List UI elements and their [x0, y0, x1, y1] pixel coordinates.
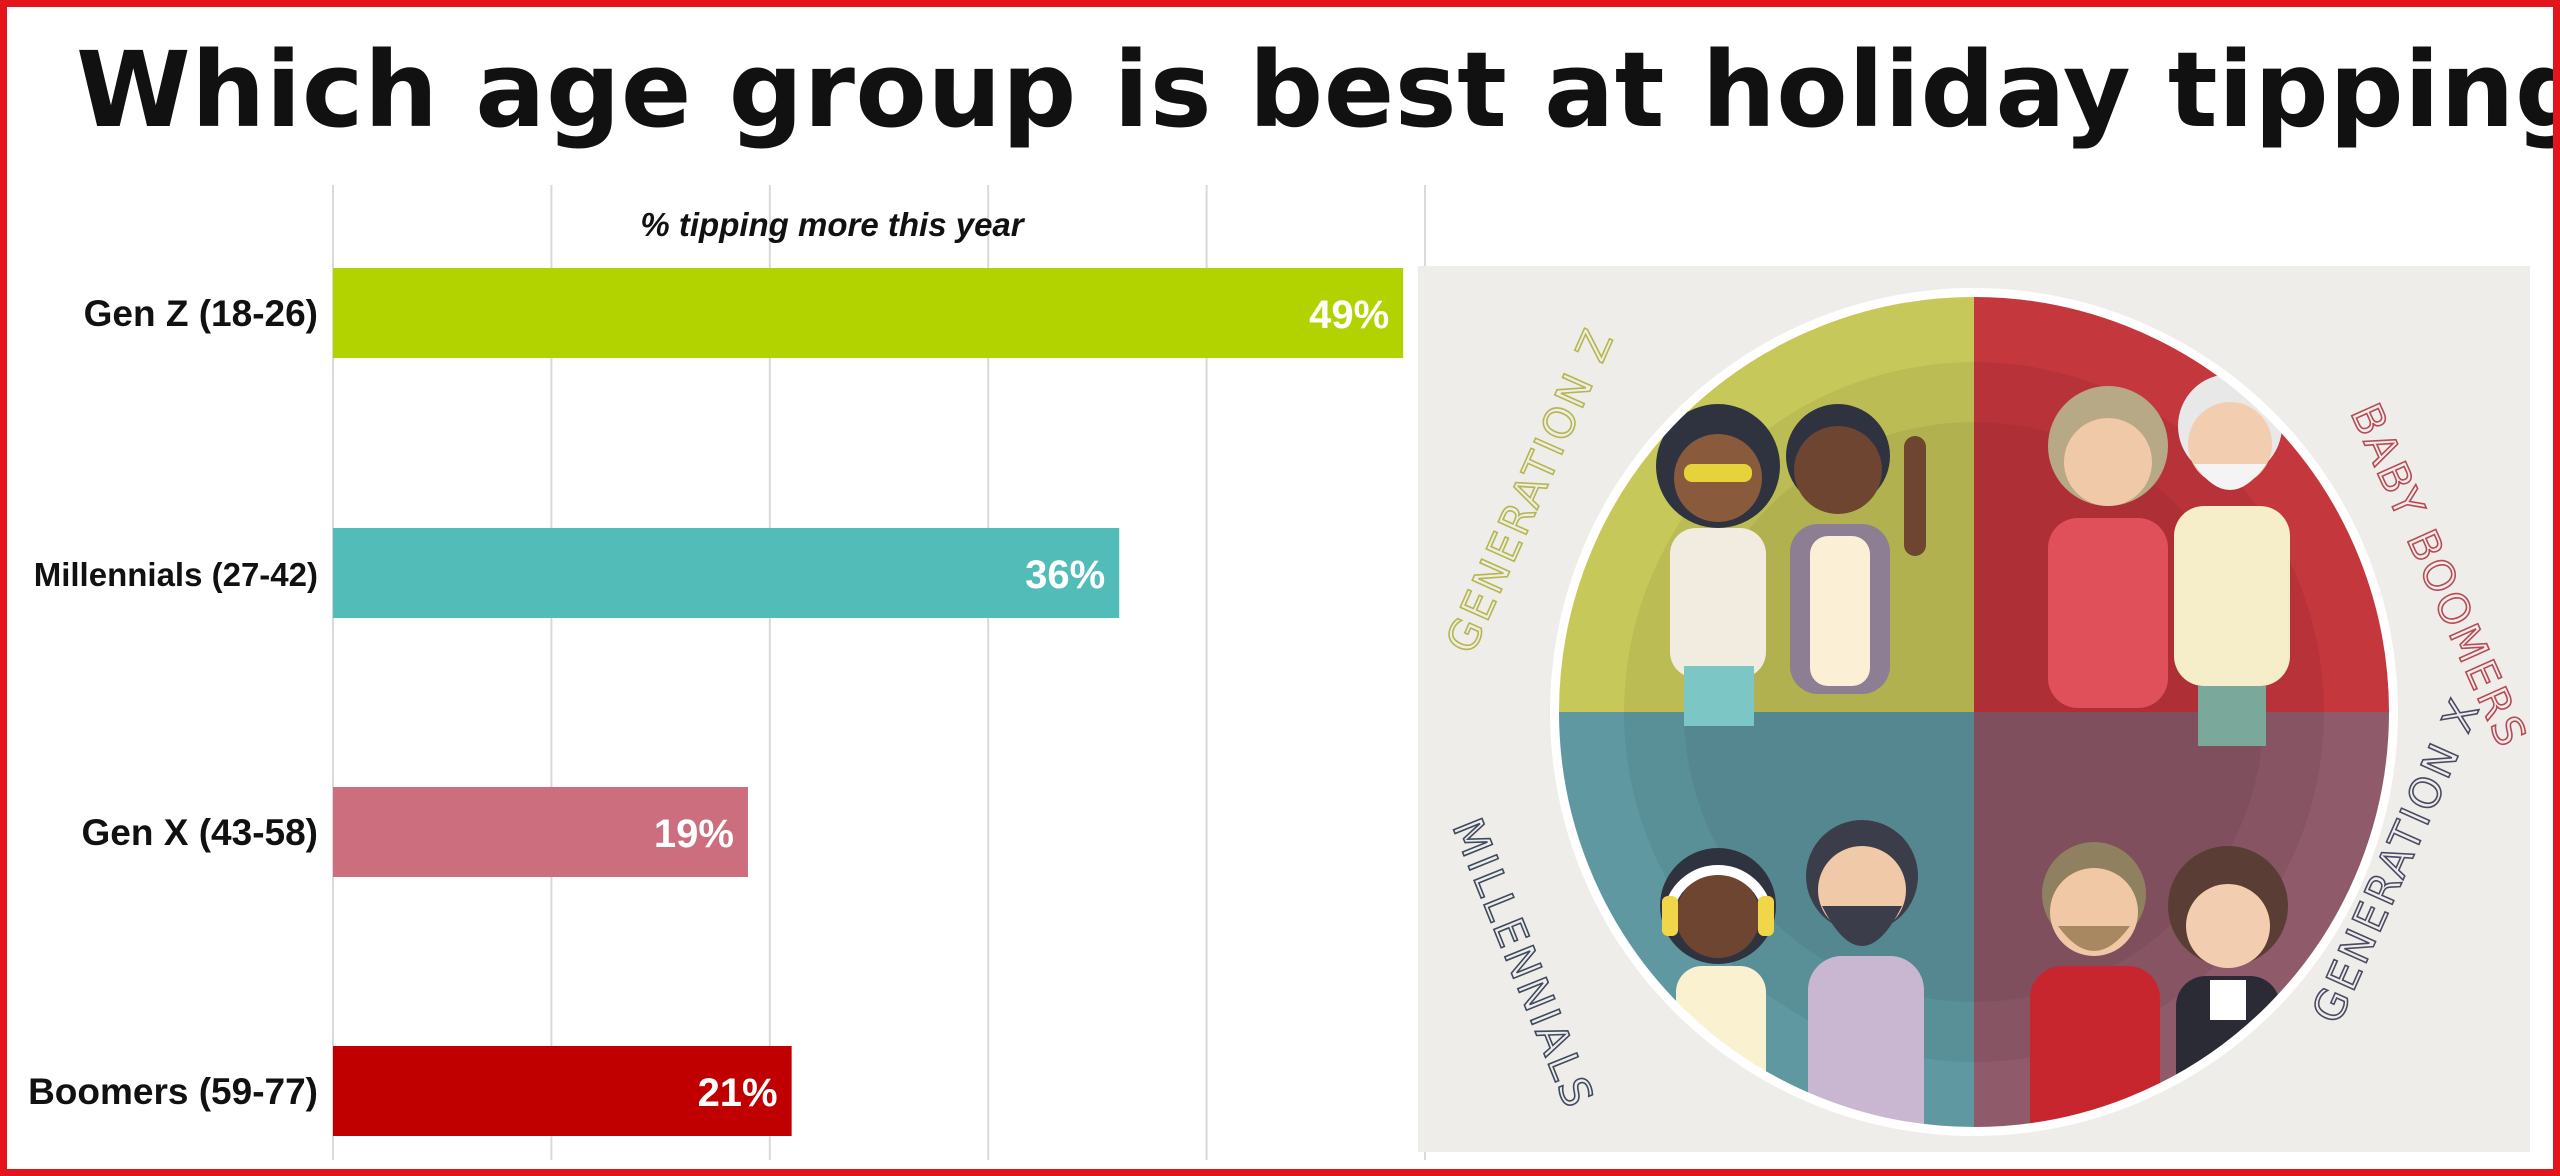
- boomers-people: [2048, 374, 2290, 746]
- chart-subtitle: % tipping more this year: [640, 206, 1025, 243]
- generations-illustration: GENERATION Z BABY BOOMERS MILLENNIALS GE…: [1418, 266, 2530, 1152]
- bar: [333, 787, 748, 877]
- bar: [333, 268, 1404, 358]
- bar: [333, 1046, 792, 1136]
- category-label: Gen Z (18-26): [84, 293, 318, 334]
- category-label: Gen X (43-58): [82, 812, 318, 853]
- category-label: Boomers (59-77): [28, 1071, 318, 1112]
- bars: [333, 268, 1404, 1136]
- gen-z-people: [1656, 404, 1926, 726]
- quadrant-disc: [1558, 296, 2390, 1128]
- value-label: 19%: [654, 812, 734, 856]
- value-labels: 49% 36% 19% 21%: [654, 293, 1389, 1115]
- category-labels: Gen Z (18-26) Millennials (27-42) Gen X (4…: [28, 293, 318, 1112]
- chart-title: Which age group is best at holiday tippi…: [76, 29, 2560, 151]
- value-label: 36%: [1025, 553, 1105, 597]
- value-label: 49%: [1309, 293, 1389, 337]
- value-label: 21%: [698, 1071, 778, 1115]
- category-label: Millennials (27-42): [34, 556, 318, 593]
- bar: [333, 528, 1120, 618]
